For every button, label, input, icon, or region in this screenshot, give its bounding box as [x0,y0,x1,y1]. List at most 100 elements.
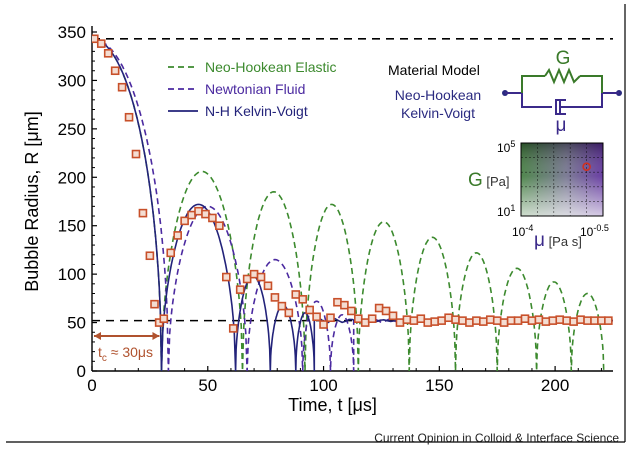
x-tick-label: 200 [541,376,569,395]
experiment-point [541,317,551,326]
map-y-axis-title: G [Pa] [468,170,510,191]
dashpot-symbol [555,99,566,115]
tc-arrow-head [152,332,160,340]
experiment-point [409,316,419,325]
experiment-point [604,316,613,325]
experiment-point [534,315,544,324]
y-tick-label: 350 [58,23,86,42]
spring-label: G [556,48,571,69]
experiment-point [284,308,294,318]
y-tick-label: 200 [58,168,86,187]
legend-label: Neo-Hookean Elastic [205,59,337,75]
experiment-point [277,301,287,311]
experiment-point [173,231,182,240]
y-tick-label: 100 [58,265,86,284]
map-x-axis-title: μ [Pa s] [534,230,582,251]
experiment-point [499,318,509,327]
inset-model-name: Neo-Hookean [395,87,481,103]
circuit-wire [574,93,603,108]
experiment-point [187,210,196,220]
experiment-point [228,324,238,333]
experiment-point [388,311,398,321]
inset-title: Material Model [388,62,480,78]
experiment-point [194,206,203,216]
experiment-point [513,316,523,325]
experiment-point [110,66,120,76]
y-tick-label: 300 [58,71,86,90]
series-line [92,38,613,371]
experiment-point [298,295,308,304]
y-tick-label: 50 [67,314,86,333]
experiment-point [347,306,356,316]
experiment-point [506,316,516,325]
legend-label: N-H Kelvin-Voigt [205,103,308,119]
experiment-point [576,315,585,324]
tc-annotation: tc ≈ 30μs [98,344,153,364]
experiment-point [353,314,363,323]
x-axis-title: Time, t [μs] [288,395,377,415]
series-line [92,38,611,371]
experiment-point [263,281,273,291]
x-tick-label: 100 [309,376,337,395]
experiment-point [472,316,481,325]
experiment-point [333,297,342,307]
experiment-point [520,314,530,323]
experiment-point [215,221,224,231]
experiment-point [235,285,245,294]
experiment-point [374,303,384,313]
experiment-point [103,49,113,58]
y-tick-label: 0 [77,362,86,381]
experiment-point [208,213,217,223]
experiment-point [479,317,488,326]
experiment-point [340,300,349,310]
material-marker [582,162,591,172]
experiment-point [291,290,301,299]
parameter-map-frame [520,142,604,217]
experiment-point [444,313,453,323]
experiment-point [597,316,606,325]
experiment-point [451,315,460,324]
spring-symbol [544,67,581,85]
circuit-wire [521,93,552,108]
experiment-point [562,316,571,325]
map-x-tick-left: 10-4 [512,223,533,239]
experiment-point [270,293,280,302]
experiment-point [465,318,474,327]
experiment-point [416,314,426,323]
inset-model-name: Kelvin-Voigt [401,105,475,121]
experiment-point [402,315,412,324]
experiment-point [395,318,405,327]
x-tick-label: 150 [425,376,453,395]
experiment-point [485,315,495,324]
experiment-point [590,316,599,325]
experiment-point [145,251,155,261]
map-y-tick-bottom: 101 [497,203,515,219]
experiment-point [319,320,328,329]
experiment-point [96,39,106,48]
experiment-point [222,272,231,282]
experiment-point [381,306,391,316]
experiment-point [242,274,252,284]
experiment-point [180,216,189,226]
experiment-point [437,316,446,325]
experiment-point [138,208,148,218]
experiment-point [555,315,565,324]
dashpot-label: μ [556,115,567,136]
experiment-point [527,316,537,325]
legend-label: Newtonian Fluid [205,81,305,97]
y-tick-label: 250 [58,120,86,139]
circuit-wire [521,75,545,93]
circuit-wire [580,75,603,93]
experiment-point [305,305,314,315]
experiment-point [492,316,502,325]
experiment-point [360,318,370,327]
experiment-point [583,316,592,325]
material-model-inset: Material Model Neo-Hookean Kelvin-Voigt Gμ G… [388,48,622,251]
plot-area [92,34,613,371]
experiment-point [92,34,99,44]
map-x-tick-right: 10-0.5 [580,223,609,239]
experiment-point [117,82,127,92]
legend: Neo-Hookean Elastic Newtonian Fluid N-H Ke… [168,59,337,119]
